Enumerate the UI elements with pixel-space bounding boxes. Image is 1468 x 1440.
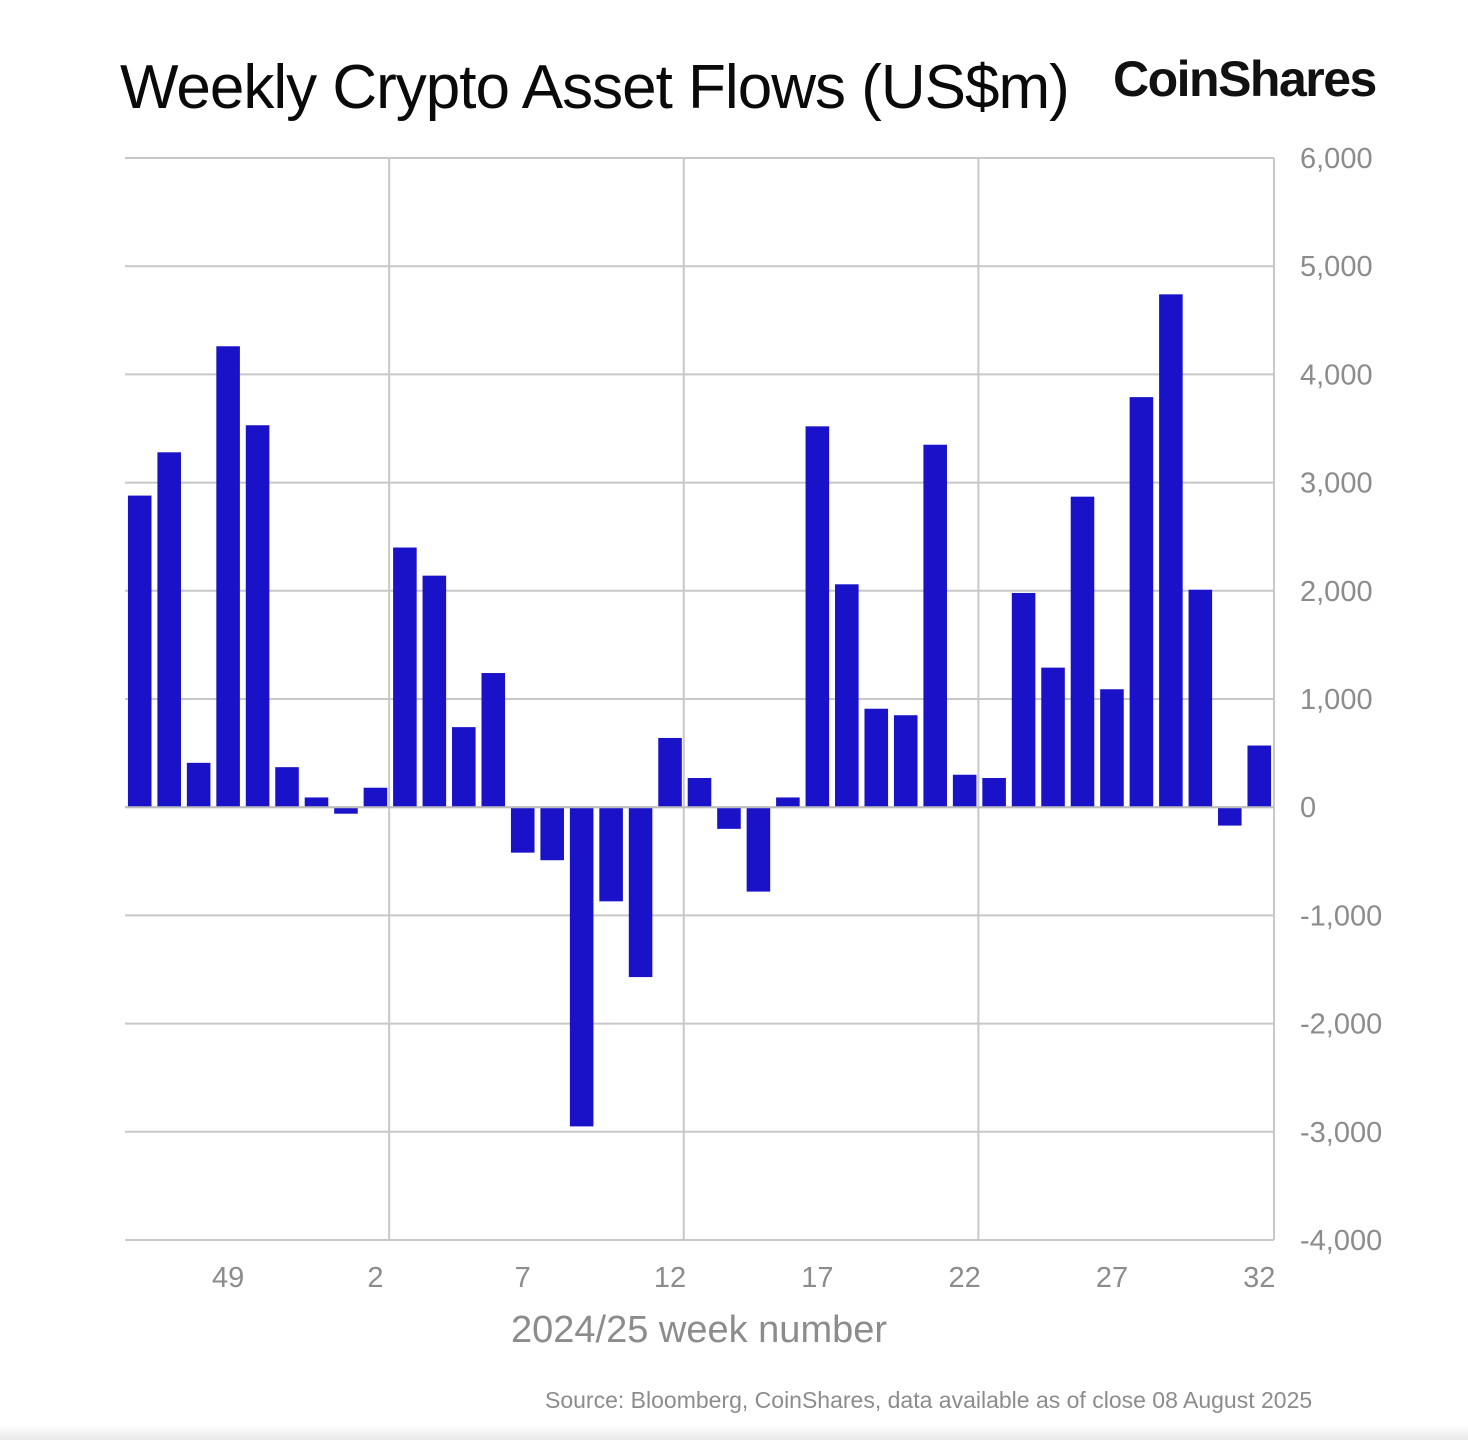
x-axis-ticks: 49 2 7 12 17 22 27 32 — [212, 1262, 1275, 1294]
bar — [776, 797, 800, 808]
y-tick-label: 1,000 — [1300, 684, 1373, 716]
y-tick-label: 5,000 — [1300, 251, 1373, 283]
y-axis-ticks: 6,000 5,000 4,000 3,000 2,000 1,000 0 -1,000 -2,… — [1300, 143, 1382, 1257]
y-tick-label: -1,000 — [1300, 900, 1382, 932]
bar — [599, 807, 623, 902]
source-note: Source: Bloomberg, CoinShares, data avai… — [545, 1387, 1313, 1413]
bar — [687, 777, 712, 808]
bar — [982, 777, 1006, 808]
bar — [864, 708, 889, 808]
bar — [216, 346, 240, 808]
bar — [923, 444, 947, 808]
bar — [746, 807, 771, 892]
x-tick-label: 49 — [212, 1262, 244, 1294]
bar — [893, 715, 918, 808]
x-tick-label: 32 — [1243, 1262, 1275, 1294]
bar — [717, 807, 741, 829]
bar — [186, 762, 211, 808]
bar — [805, 426, 830, 808]
bar — [1247, 745, 1272, 808]
y-tick-label: 2,000 — [1300, 576, 1373, 608]
bar — [1100, 689, 1124, 808]
bottom-edge — [0, 1425, 1468, 1440]
bar — [835, 584, 859, 808]
x-tick-label: 22 — [949, 1262, 981, 1294]
x-tick-label: 17 — [801, 1262, 833, 1294]
bar — [510, 807, 535, 853]
bar — [569, 807, 594, 1127]
chart-title: Weekly Crypto Asset Flows (US$m) — [120, 53, 1070, 122]
bar — [1070, 496, 1095, 808]
bar — [628, 807, 653, 978]
y-tick-label: 0 — [1300, 792, 1316, 824]
axes — [125, 158, 1275, 1240]
coinshares-logo: CoinShares — [1113, 51, 1377, 107]
bar — [452, 727, 476, 808]
bar — [481, 673, 506, 808]
x-tick-label: 2 — [367, 1262, 383, 1294]
bar — [275, 767, 299, 808]
bar — [1041, 667, 1065, 808]
bar — [1129, 397, 1154, 808]
bar — [422, 575, 447, 808]
bar — [157, 452, 181, 808]
bar — [363, 787, 388, 808]
bar — [1159, 294, 1183, 808]
y-tick-label: -4,000 — [1300, 1225, 1382, 1257]
x-tick-label: 27 — [1096, 1262, 1128, 1294]
bars — [127, 294, 1272, 1127]
y-tick-label: 6,000 — [1300, 143, 1373, 175]
bar — [245, 425, 270, 808]
bar — [1188, 589, 1213, 808]
bar — [334, 807, 358, 814]
bar — [658, 737, 682, 808]
y-tick-label: 3,000 — [1300, 468, 1373, 500]
bar — [540, 807, 564, 861]
x-tick-label: 7 — [515, 1262, 531, 1294]
bar — [1218, 807, 1242, 826]
x-tick-label: 12 — [654, 1262, 686, 1294]
bar — [952, 774, 977, 808]
bar — [1011, 592, 1036, 808]
bar — [127, 495, 152, 808]
y-tick-label: -3,000 — [1300, 1117, 1382, 1149]
bar — [393, 547, 417, 808]
x-axis-label: 2024/25 week number — [511, 1309, 887, 1351]
y-tick-label: -2,000 — [1300, 1009, 1382, 1041]
y-tick-label: 4,000 — [1300, 359, 1373, 391]
bar — [304, 797, 329, 808]
